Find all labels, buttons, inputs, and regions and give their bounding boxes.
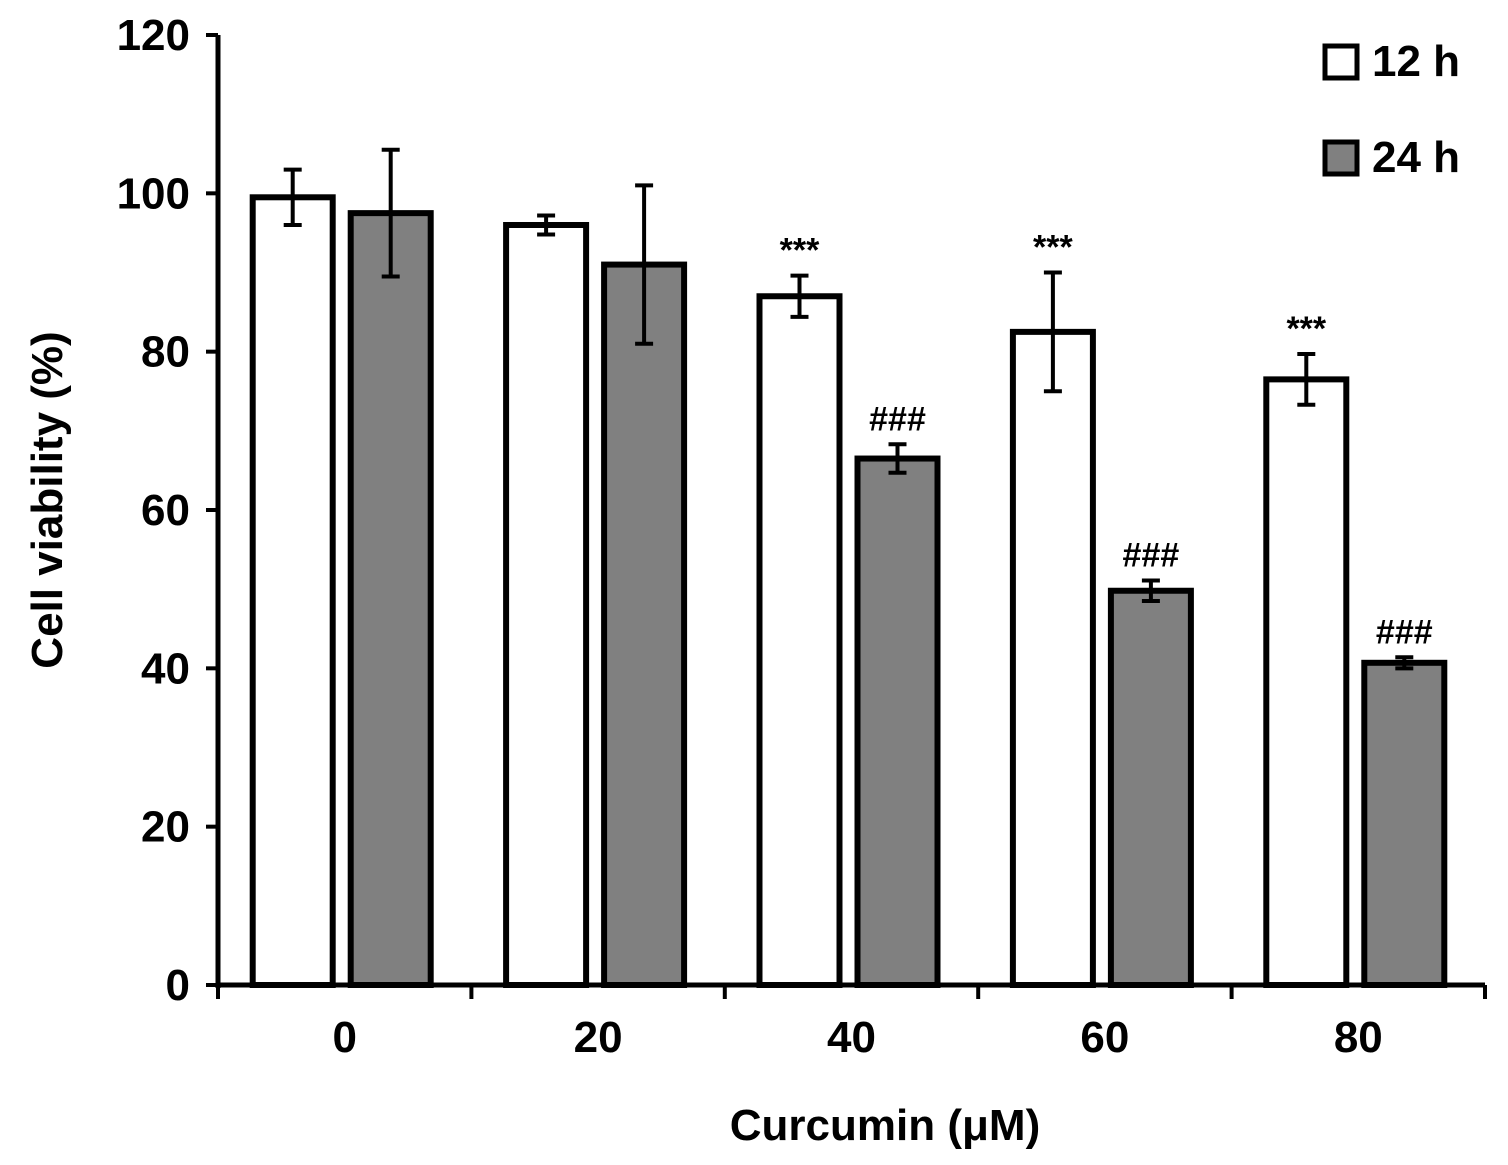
x-tick-label-80: 80	[1334, 1013, 1383, 1062]
bar-24h-80	[1361, 659, 1448, 989]
legend: 12 h 24 h	[1322, 37, 1460, 182]
bar-24h-20	[601, 261, 688, 989]
bar-12h-20	[503, 222, 590, 988]
legend-swatch-12h	[1322, 43, 1360, 81]
bar-12h-80	[1263, 376, 1350, 988]
bar-24h-60	[1107, 587, 1194, 988]
legend-label-24h: 24 h	[1372, 133, 1460, 182]
bar-24h-40	[854, 455, 941, 988]
significance-label-24h-40: ###	[869, 400, 926, 438]
y-axis-title: Cell viability (%)	[23, 331, 72, 668]
x-axis-title: Curcumin (μM)	[730, 1101, 1040, 1150]
bar-12h-40	[756, 293, 843, 988]
legend-swatch-24h	[1322, 139, 1360, 177]
x-tick-label-20: 20	[574, 1013, 623, 1062]
y-tick-label-20: 20	[141, 803, 190, 852]
bars-layer: *** ### *** ### *** ###	[249, 147, 1448, 989]
bar-24h-0	[347, 210, 434, 988]
x-tick-label-0: 0	[332, 1013, 356, 1062]
significance-label-12h-80: ***	[1286, 310, 1326, 348]
legend-label-12h: 12 h	[1372, 37, 1460, 86]
bar-12h-0	[249, 194, 336, 988]
significance-label-12h-40: ***	[780, 232, 820, 270]
significance-label-12h-60: ***	[1033, 229, 1073, 267]
y-tick-label-40: 40	[141, 644, 190, 693]
y-tick-label-100: 100	[117, 169, 190, 218]
x-tick-label-40: 40	[827, 1013, 876, 1062]
y-tick-label-80: 80	[141, 328, 190, 377]
significance-label-24h-60: ###	[1123, 536, 1180, 574]
bar-12h-60	[1009, 328, 1096, 988]
significance-label-24h-80: ###	[1376, 613, 1433, 651]
axes-layer: 0 20 40 60 80 100 120 0 20 40 60 80	[117, 11, 1487, 1062]
x-tick-label-60: 60	[1080, 1013, 1129, 1062]
y-tick-label-0: 0	[166, 961, 190, 1010]
y-tick-label-60: 60	[141, 486, 190, 535]
y-tick-label-120: 120	[117, 11, 190, 60]
